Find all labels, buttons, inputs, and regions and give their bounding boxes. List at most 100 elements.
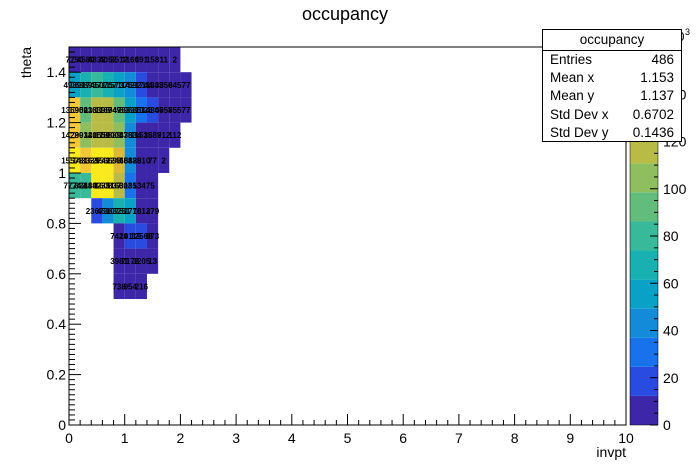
heatmap-cell xyxy=(80,147,92,173)
heatmap-cell xyxy=(69,122,81,148)
color-scale-swatch xyxy=(630,366,658,396)
x-tick-label: 6 xyxy=(399,430,407,446)
cell-value-label: 160837 xyxy=(95,182,122,191)
cell-value-label: 2512 xyxy=(110,56,128,65)
heatmap-cell xyxy=(91,47,103,73)
cell-value-label: 3981 xyxy=(110,257,128,266)
stats-box: occupancy Entries 486 Mean x 1.153 Mean y 1… xyxy=(542,29,682,142)
heatmap-cell xyxy=(113,173,125,199)
cell-value-label: 1347 xyxy=(133,182,151,191)
heatmap-cell xyxy=(146,198,159,224)
stats-entries-value: 486 xyxy=(651,52,674,67)
cell-value-label: 14800 xyxy=(141,106,164,115)
cell-value-label: 142803 xyxy=(61,131,88,140)
heatmap-cell xyxy=(135,223,147,249)
cell-value-label: 2 xyxy=(161,156,166,165)
cell-value-label: 116749 xyxy=(95,106,122,115)
heatmap-cell xyxy=(146,223,159,249)
cell-value-label: 77 xyxy=(148,156,157,165)
cell-value-label: 21744 xyxy=(130,81,153,90)
x-tick-label: 10 xyxy=(618,430,634,446)
cell-value-label: 116398 xyxy=(84,106,111,115)
heatmap-cell xyxy=(124,173,136,199)
heatmap-cell xyxy=(146,122,159,148)
y-axis: 0 0.2 0.4 0.6 0.8 1 1.2 1.4 xyxy=(47,46,81,433)
y-tick-label: 0.2 xyxy=(47,367,67,383)
stats-meany-label: Mean y xyxy=(550,88,595,104)
heatmap-cell xyxy=(113,248,125,274)
stats-meanx-label: Mean x xyxy=(550,70,595,86)
cell-value-label: 71157 xyxy=(97,81,119,90)
cell-value-label: 279 xyxy=(146,207,160,216)
heatmap-cell xyxy=(158,97,170,123)
z-tick-label: 40 xyxy=(663,323,679,339)
z-tick-label: 20 xyxy=(663,370,679,386)
cell-value-label: 738 xyxy=(112,282,126,291)
heatmap-cell xyxy=(80,47,92,73)
color-scale-bar: 020406080100120140 xyxy=(629,46,687,433)
cell-value-label: 45480 xyxy=(119,156,142,165)
cell-value-label: 136900 xyxy=(61,106,88,115)
stats-entries-label: Entries xyxy=(550,52,593,67)
z-tick-label: 100 xyxy=(663,181,687,197)
heatmap-cell xyxy=(69,97,81,123)
cell-value-label: 755 xyxy=(168,106,182,115)
heatmap-cell xyxy=(113,97,125,123)
stats-stdx-value: 0.6702 xyxy=(632,106,674,122)
heatmap-cell xyxy=(169,47,181,73)
heatmap-cell xyxy=(135,122,147,148)
heatmap-cell xyxy=(180,97,192,123)
cell-value-label: 19119 xyxy=(119,232,141,241)
heatmap-cell xyxy=(146,147,159,173)
color-scale-swatch xyxy=(630,395,658,425)
stats-row-entries: Entries 486 xyxy=(543,51,681,69)
heatmap-cell xyxy=(113,223,125,249)
cell-value-label: 77742 xyxy=(63,182,86,191)
cell-value-label: 63893 xyxy=(75,81,98,90)
cell-value-label: 43834 xyxy=(119,131,142,140)
heatmap-cell xyxy=(102,147,114,173)
stats-stdy-value: 0.1436 xyxy=(632,124,674,140)
heatmap-cell xyxy=(91,122,103,148)
heatmap-cell xyxy=(158,122,170,148)
z-exponent-power: 3 xyxy=(685,27,690,37)
heatmap-cell xyxy=(69,72,81,98)
heatmap-cell xyxy=(135,273,147,299)
cell-value-label: 13 xyxy=(148,257,157,266)
heatmap-cell xyxy=(102,198,114,224)
x-tick-label: 2 xyxy=(177,430,185,446)
heatmap-cell xyxy=(169,122,181,148)
heatmap-cell xyxy=(146,173,159,199)
chart-title: occupancy xyxy=(302,4,388,24)
heatmap-cell xyxy=(80,173,92,199)
cell-value-label: 124688 xyxy=(106,156,133,165)
heatmap-cell xyxy=(180,72,192,98)
cell-value-label: 116603 xyxy=(106,182,133,191)
heatmap-cell xyxy=(135,173,147,199)
x-tick-label: 7 xyxy=(455,430,463,446)
heatmap-cell xyxy=(102,173,114,199)
z-tick-label: 80 xyxy=(663,228,679,244)
heatmap-cell xyxy=(146,248,159,274)
color-scale-swatch xyxy=(630,308,658,338)
cell-value-label: 12568 xyxy=(130,232,153,241)
stats-meany-value: 1.137 xyxy=(640,88,674,104)
heatmap-cell xyxy=(146,97,159,123)
cell-value-label: 7750 xyxy=(66,56,84,65)
stats-title: occupancy xyxy=(543,30,681,51)
y-tick-label: 1.2 xyxy=(47,115,67,131)
cell-value-label: 45107 xyxy=(97,207,120,216)
cell-value-label: 3205 xyxy=(133,257,151,266)
y-tick-label: 1 xyxy=(58,165,66,181)
x-tick-label: 3 xyxy=(232,430,240,446)
heatmap-cell xyxy=(113,198,125,224)
y-tick-label: 0.4 xyxy=(47,316,67,332)
x-tick-label: 0 xyxy=(65,430,73,446)
cell-value-label: 11 xyxy=(159,56,168,65)
cell-value-label: 156695 xyxy=(95,156,122,165)
cell-value-label: 57114 xyxy=(108,81,130,90)
cell-value-label: 162742 xyxy=(83,156,110,165)
cell-value-label: 2 xyxy=(173,56,178,65)
stats-stdy-label: Std Dev y xyxy=(550,124,609,140)
stats-row-meanx: Mean x 1.153 xyxy=(543,69,681,87)
